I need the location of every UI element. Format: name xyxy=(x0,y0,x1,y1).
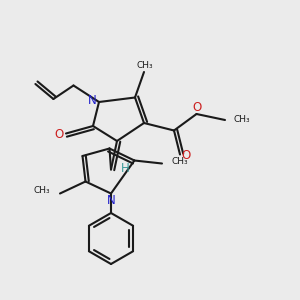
Text: H: H xyxy=(121,161,129,175)
Text: CH₃: CH₃ xyxy=(34,186,50,195)
Text: O: O xyxy=(193,101,202,114)
Text: CH₃: CH₃ xyxy=(171,157,188,166)
Text: N: N xyxy=(107,194,116,208)
Text: CH₃: CH₃ xyxy=(234,115,250,124)
Text: O: O xyxy=(182,149,190,162)
Text: N: N xyxy=(88,94,97,107)
Text: CH₃: CH₃ xyxy=(136,61,153,70)
Text: O: O xyxy=(54,128,63,142)
